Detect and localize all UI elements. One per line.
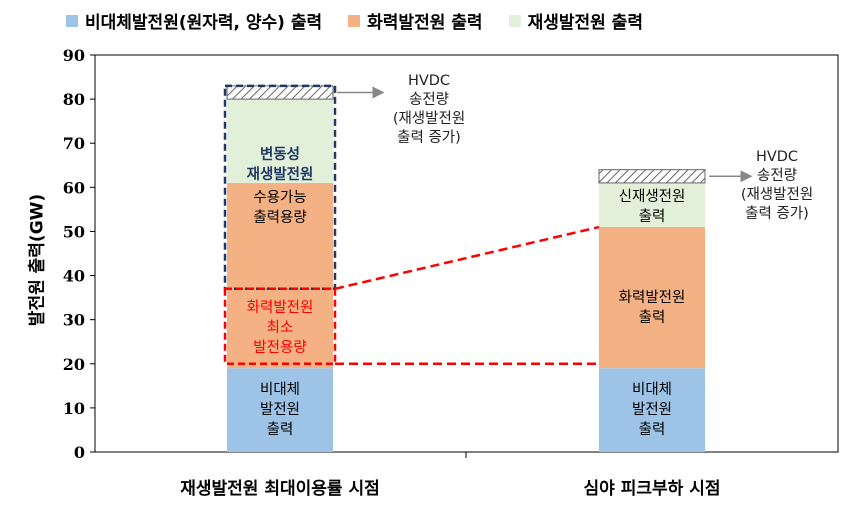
bar2-hvdc-note: HVDC 송전량 (재생발전원 출력 증가): [740, 149, 814, 222]
legend: 비대체발전원(원자력, 양수) 출력 화력발전원 출력 재생발전원 출력: [66, 8, 643, 33]
y-tick-label-5: 50: [63, 222, 85, 241]
bar1-thermal-segment: [227, 182, 333, 369]
legend-label-renewable: 재생발전원 출력: [527, 13, 643, 33]
bar1-accept-label: 수용가능 출력용량: [253, 190, 307, 226]
legend-item-nonvariable: 비대체발전원(원자력, 양수) 출력: [66, 8, 322, 33]
connector-line-upper: [334, 225, 600, 291]
legend-label-thermal: 화력발전원 출력: [367, 13, 483, 33]
bar1-nonvariable-segment: [227, 368, 333, 452]
legend-swatch-renewable: [508, 14, 521, 27]
bar1-variable-label: 변동성 재생발전원: [246, 147, 314, 183]
y-tick-label-4: 40: [63, 267, 85, 286]
y-tick-label-9: 90: [63, 46, 85, 65]
x-category-label-2: 심야 피크부하 시점: [583, 479, 721, 499]
bar1-nonvariable-label: 비대체 발전원 출력: [259, 382, 301, 438]
legend-swatch-nonvariable: [66, 14, 78, 27]
y-tick-label-8: 80: [63, 90, 85, 109]
bar1-thermal-min-label: 화력발전원 최소 발전용량: [246, 300, 314, 356]
bar1-renewable-segment: [227, 99, 333, 183]
y-tick-label-7: 70: [63, 134, 85, 153]
bar2-thermal-segment: [599, 227, 705, 369]
bar2-nonvariable-label: 비대체 발전원 출력: [631, 382, 673, 438]
bar2-renewable-label: 신재생전원 출력: [618, 189, 686, 225]
y-tick-label-0: 0: [74, 443, 85, 462]
bar2-hvdc-segment: [598, 169, 706, 184]
bar2-thermal-label: 화력발전원 출력: [618, 290, 686, 326]
y-tick-label-2: 20: [63, 355, 85, 374]
bar1-hvdc-note: HVDC 송전량 (재생발전원 출력 증가): [392, 73, 466, 146]
bar2-nonvariable-segment: [599, 368, 705, 452]
legend-label-nonvariable: 비대체발전원(원자력, 양수) 출력: [85, 13, 323, 33]
bar1-hvdc-segment: [226, 85, 334, 100]
y-axis-label: 발전원 출력(GW): [27, 193, 48, 327]
y-tick-label-6: 60: [63, 178, 85, 197]
x-category-label-1: 재생발전원 최대이용률 시점: [180, 479, 380, 499]
bar1-thermal-min-box: [223, 287, 337, 366]
bar2-renewable-segment: [599, 182, 705, 228]
y-tick-label-1: 10: [63, 399, 85, 418]
legend-item-renewable: 재생발전원 출력: [508, 8, 643, 33]
y-tick-label-3: 30: [63, 311, 85, 330]
legend-swatch-thermal: [348, 14, 361, 27]
legend-item-thermal: 화력발전원 출력: [348, 8, 483, 33]
